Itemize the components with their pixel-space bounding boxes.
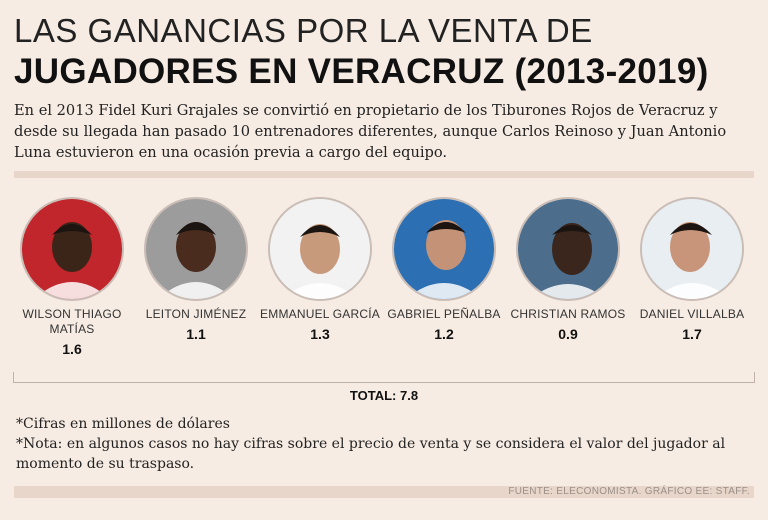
player-photo	[20, 197, 124, 301]
player-photo	[144, 197, 248, 301]
player-value: 1.3	[310, 326, 330, 342]
title-line-1: LAS GANANCIAS POR LA VENTA DE	[14, 12, 593, 49]
player-value: 1.6	[62, 341, 82, 357]
player-card: EMMANUEL GARCÍA 1.3	[258, 197, 382, 342]
players-row: WILSON THIAGO MATÍAS 1.6 LEITON JIMÉNEZ …	[10, 197, 758, 357]
title-line-2: JUGADORES EN VERACRUZ (2013-2019)	[14, 52, 709, 91]
note-currency: *Cifras en millones de dólares	[16, 416, 230, 432]
player-name: GABRIEL PEÑALBA	[387, 307, 501, 321]
player-name: WILSON THIAGO MATÍAS	[22, 307, 122, 336]
player-photo	[640, 197, 744, 301]
top-divider	[14, 171, 754, 178]
player-name: CHRISTIAN RAMOS	[510, 307, 626, 321]
player-value: 1.7	[682, 326, 702, 342]
player-card: WILSON THIAGO MATÍAS 1.6	[10, 197, 134, 357]
player-card: DANIEL VILLALBA 1.7	[630, 197, 754, 342]
player-card: LEITON JIMÉNEZ 1.1	[134, 197, 258, 342]
note-methodology: *Nota: en algunos casos no hay cifras so…	[16, 436, 726, 472]
bottom-divider	[14, 486, 754, 498]
player-card: CHRISTIAN RAMOS 0.9	[506, 197, 630, 342]
player-photo	[392, 197, 496, 301]
player-value: 1.2	[434, 326, 454, 342]
player-value: 0.9	[558, 326, 578, 342]
player-value: 1.1	[186, 326, 206, 342]
player-name: EMMANUEL GARCÍA	[260, 307, 380, 321]
player-name: DANIEL VILLALBA	[639, 307, 745, 321]
total-bracket	[13, 372, 755, 383]
intro-text: En el 2013 Fidel Kuri Grajales se convir…	[14, 102, 727, 161]
player-photo	[268, 197, 372, 301]
total-label: TOTAL: 7.8	[349, 388, 419, 403]
player-name: LEITON JIMÉNEZ	[145, 307, 247, 321]
player-card: GABRIEL PEÑALBA 1.2	[382, 197, 506, 342]
source-credit: FUENTE: ELECONOMISTA. GRÁFICO EE: STAFF.	[508, 486, 750, 497]
player-photo	[516, 197, 620, 301]
